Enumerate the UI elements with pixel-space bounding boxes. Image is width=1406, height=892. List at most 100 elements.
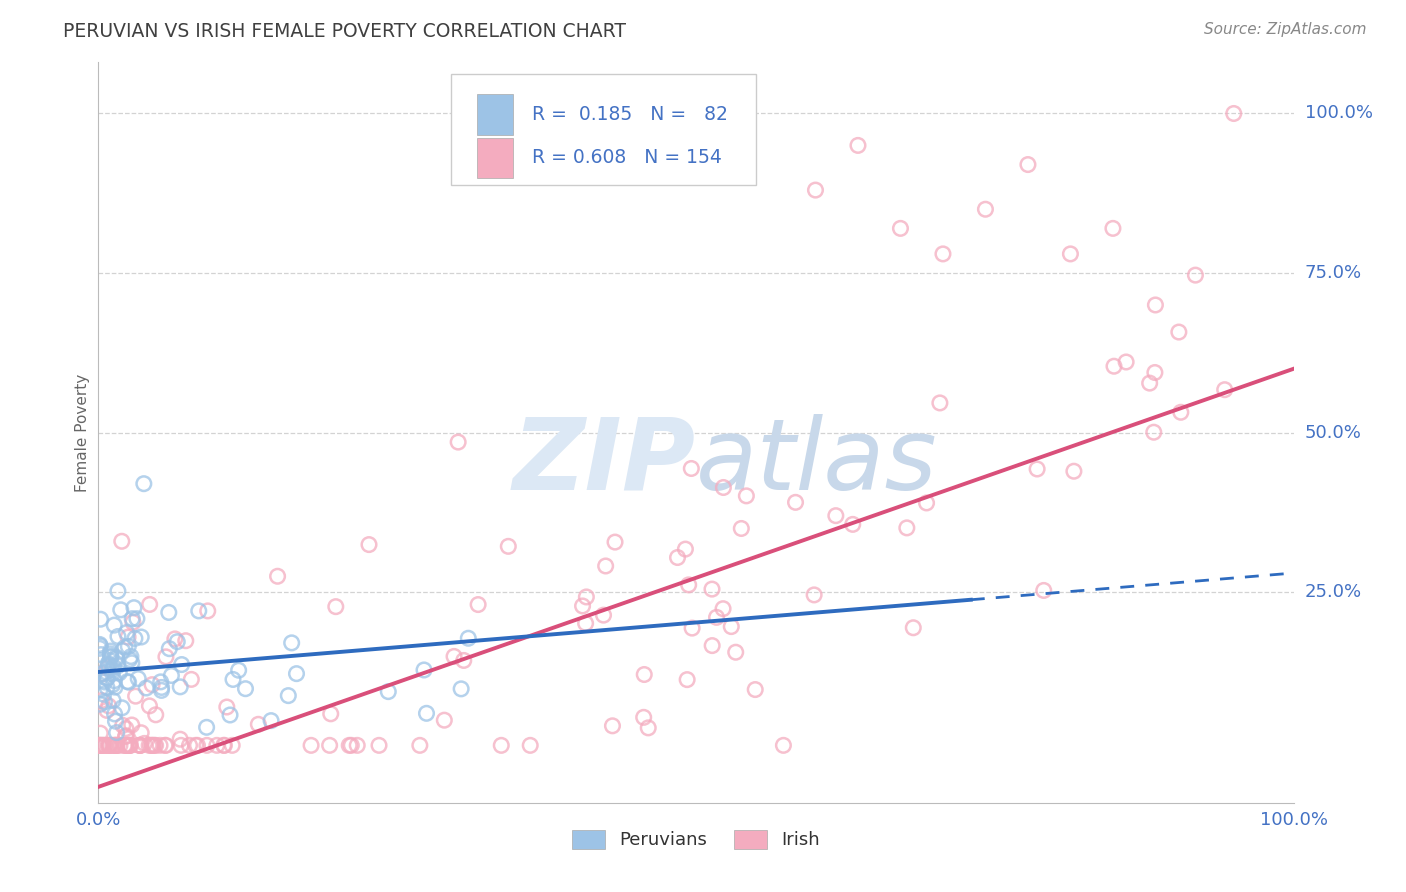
Point: [1213, 383, 1236, 397]
Point: [1170, 405, 1192, 419]
Point: [89, 739, 111, 753]
Point: [467, 598, 489, 612]
Point: [129, 630, 152, 644]
Point: [134, 736, 156, 750]
Point: [104, 680, 127, 694]
Point: [169, 732, 191, 747]
Point: [129, 739, 152, 753]
Point: [700, 582, 723, 596]
Point: [115, 729, 138, 743]
Point: [89, 637, 111, 651]
Point: [112, 739, 135, 753]
Point: [121, 718, 143, 732]
Point: [117, 640, 139, 654]
Point: [772, 739, 794, 753]
Point: [121, 656, 143, 670]
Point: [93, 675, 115, 690]
Point: [114, 640, 136, 655]
Point: [720, 619, 742, 633]
Point: [730, 521, 752, 535]
Point: [90, 648, 112, 662]
Point: [125, 612, 148, 626]
Point: [1063, 464, 1085, 478]
Point: [896, 521, 918, 535]
FancyBboxPatch shape: [477, 95, 513, 135]
Point: [285, 666, 308, 681]
Point: [711, 601, 734, 615]
Point: [90, 739, 112, 753]
Point: [90, 667, 112, 681]
Point: [105, 739, 128, 753]
Point: [100, 647, 122, 661]
Point: [122, 600, 145, 615]
Point: [785, 495, 807, 509]
Point: [637, 721, 659, 735]
Point: [1143, 366, 1166, 380]
Point: [1223, 106, 1246, 120]
Point: [141, 739, 163, 753]
Point: [104, 714, 127, 729]
Point: [96, 681, 118, 695]
Point: [139, 739, 162, 753]
Point: [155, 739, 177, 753]
Point: [120, 649, 142, 664]
Point: [105, 650, 128, 665]
Point: [101, 663, 124, 677]
Point: [266, 569, 288, 583]
Point: [129, 739, 152, 753]
Point: [260, 714, 283, 728]
Point: [447, 435, 470, 450]
Point: [318, 739, 340, 753]
Point: [575, 590, 598, 604]
FancyBboxPatch shape: [451, 73, 756, 185]
Text: R = 0.608   N = 154: R = 0.608 N = 154: [533, 148, 723, 168]
Point: [1139, 376, 1161, 391]
Point: [214, 739, 236, 753]
Point: [673, 542, 696, 557]
Point: [163, 632, 186, 646]
Point: [413, 663, 436, 677]
Point: [129, 725, 152, 739]
Point: [142, 739, 165, 753]
Point: [114, 739, 136, 753]
Point: [1167, 325, 1189, 339]
Point: [117, 739, 139, 753]
Point: [104, 739, 127, 753]
Point: [666, 550, 689, 565]
Point: [124, 689, 146, 703]
Point: [104, 739, 127, 753]
Y-axis label: Female Poverty: Female Poverty: [75, 374, 90, 491]
Point: [117, 674, 139, 689]
Point: [280, 636, 302, 650]
Point: [121, 612, 143, 626]
Point: [187, 604, 209, 618]
Point: [97, 658, 120, 673]
Point: [89, 639, 111, 653]
Point: [195, 739, 218, 753]
Point: [219, 708, 242, 723]
Point: [498, 539, 520, 553]
Point: [681, 621, 703, 635]
Point: [96, 703, 118, 717]
Point: [117, 675, 139, 690]
Point: [170, 739, 193, 753]
Point: [117, 630, 139, 644]
Point: [491, 739, 513, 753]
Point: [215, 700, 238, 714]
Point: [150, 683, 173, 698]
Point: [702, 639, 724, 653]
Point: [149, 674, 172, 689]
Point: [107, 658, 129, 673]
Point: [145, 707, 167, 722]
Point: [101, 693, 124, 707]
Point: [105, 725, 128, 739]
Point: [974, 202, 997, 217]
Point: [592, 608, 614, 623]
Point: [98, 739, 121, 753]
Point: [96, 739, 118, 753]
Point: [91, 739, 114, 753]
Point: [118, 739, 141, 753]
Point: [915, 496, 938, 510]
Point: [115, 722, 138, 736]
Point: [337, 739, 360, 753]
